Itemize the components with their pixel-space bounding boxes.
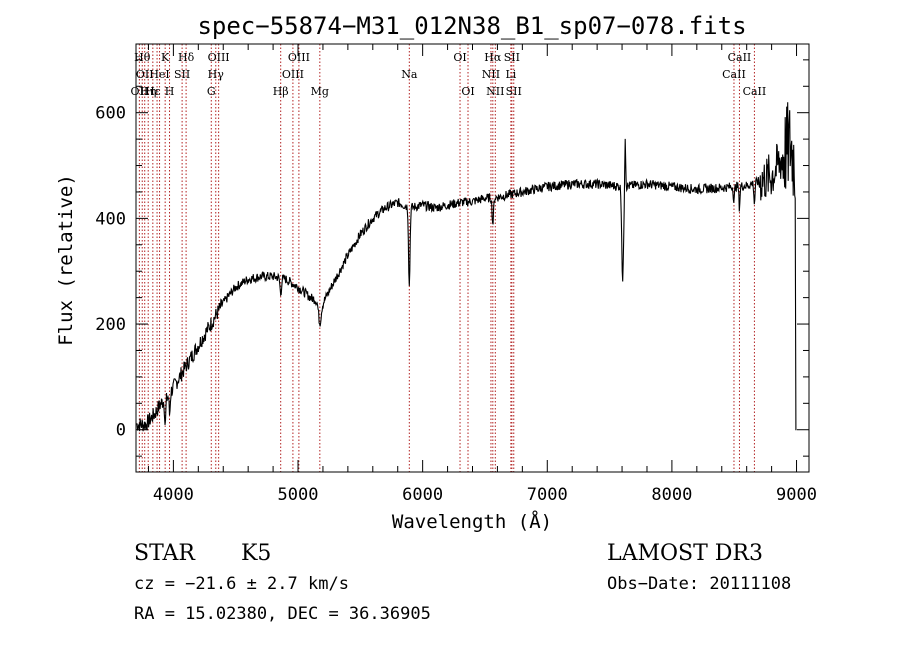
x-tick-label: 6000	[402, 485, 443, 505]
chart-title: spec−55874−M31_012N38_B1_sp07−078.fits	[197, 12, 746, 40]
line-marker-label: CaII	[728, 51, 752, 64]
line-marker-label: CaII	[743, 85, 767, 98]
line-marker-label: OIII	[282, 68, 304, 81]
line-marker-label: Hη	[140, 85, 156, 98]
line-marker-label: Hε	[145, 85, 161, 98]
line-marker-label: SII	[174, 68, 190, 81]
line-markers	[138, 44, 755, 472]
x-tick-label: 9000	[776, 485, 817, 505]
y-tick-label: 400	[95, 209, 126, 229]
line-marker-label: NII	[486, 85, 504, 98]
line-marker-label: OII	[131, 85, 149, 98]
line-marker-label: Na	[401, 68, 418, 81]
object-subclass: K5	[241, 541, 271, 566]
spectrum-line	[136, 102, 797, 432]
line-marker-label: HeI	[149, 68, 169, 81]
line-marker-label: Hθ	[134, 51, 151, 64]
line-marker-label: Li	[505, 68, 516, 81]
line-marker-label: K	[161, 51, 170, 64]
line-marker-label: Hβ	[273, 85, 289, 98]
obs-date-text: Obs−Date: 20111108	[607, 574, 791, 594]
x-axis-label: Wavelength (Å)	[392, 510, 552, 533]
line-marker-label: Mg	[311, 85, 329, 98]
x-axis: 4000 5000 6000 7000 8000 9000	[147, 44, 817, 505]
line-marker-label: SII	[506, 85, 522, 98]
object-class: STAR	[134, 541, 196, 566]
x-tick-label: 8000	[651, 485, 692, 505]
x-tick-label: 7000	[527, 485, 568, 505]
x-tick-label: 4000	[153, 485, 194, 505]
line-marker-label: OII	[136, 68, 154, 81]
y-axis-label: Flux (relative)	[55, 174, 77, 346]
line-marker-label: CaII	[722, 68, 746, 81]
survey-name: LAMOST DR3	[607, 541, 763, 566]
plot-frame	[135, 43, 810, 473]
line-marker-label: OI	[461, 85, 474, 98]
line-marker-label: OIII	[208, 51, 230, 64]
line-marker-label: G	[207, 85, 216, 98]
line-marker-label: OIII	[288, 51, 310, 64]
line-marker-label: NII	[482, 68, 500, 81]
line-marker-label: Hγ	[208, 68, 225, 81]
y-axis: 0 200 400 600	[95, 59, 809, 457]
line-marker-label: H	[165, 85, 175, 98]
y-tick-label: 600	[95, 104, 126, 124]
coords-text: RA = 15.02380, DEC = 36.36905	[134, 604, 431, 624]
x-tick-label: 5000	[278, 485, 319, 505]
y-tick-label: 200	[95, 315, 126, 335]
line-marker-label: Hα	[484, 51, 502, 64]
line-marker-label: OI	[453, 51, 466, 64]
line-marker-label: Hδ	[178, 51, 195, 64]
y-tick-label: 0	[116, 421, 126, 441]
line-marker-label: SII	[504, 51, 520, 64]
redshift-text: cz = −21.6 ± 2.7 km/s	[134, 574, 349, 594]
line-marker-labels: OIIHθOIIHηHεHeIKHSIIHδGHγOIIIHβOIIIOIIIM…	[131, 51, 767, 98]
